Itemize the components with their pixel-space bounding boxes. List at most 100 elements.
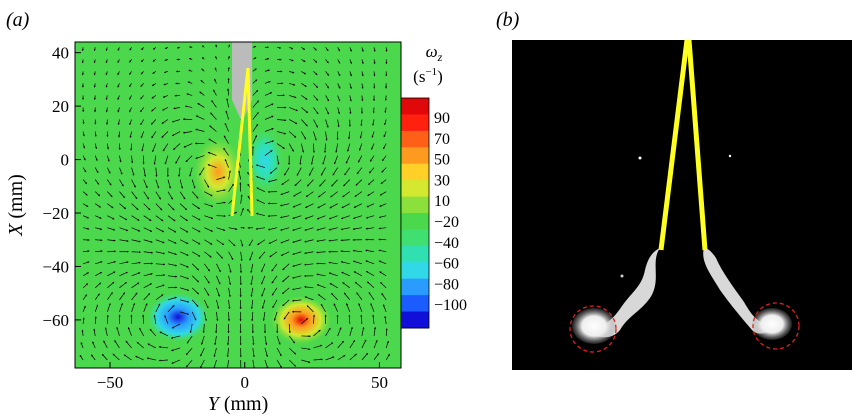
velocity-vector: [204, 251, 212, 258]
velocity-vector: [329, 203, 338, 209]
colorbar-swatch: [401, 245, 429, 263]
velocity-vector: [349, 71, 352, 77]
velocity-vector: [289, 119, 298, 125]
velocity-vector: [83, 227, 90, 230]
velocity-vector: [292, 203, 302, 208]
velocity-vector: [158, 345, 168, 349]
colorbar-title: ωz: [426, 42, 443, 64]
velocity-vector: [348, 131, 351, 140]
velocity-vector: [301, 71, 307, 75]
velocity-vector: [325, 327, 331, 337]
velocity-vector: [252, 45, 257, 48]
colorbar-unit-exp: −1: [425, 66, 437, 78]
velocity-vector: [202, 45, 205, 48]
velocity-vector: [289, 47, 294, 50]
velocity-vector: [201, 335, 205, 345]
velocity-vector: [252, 359, 256, 368]
colorbar-swatch: [401, 196, 429, 214]
velocity-vector: [213, 359, 217, 368]
velocity-vector: [361, 71, 364, 77]
velocity-vector: [252, 79, 258, 84]
velocity-vector: [159, 331, 169, 337]
velocity-vector: [171, 359, 181, 364]
colorbar-ticks: 90 70 50 30 10 −20 −40 −60 −80 −100: [434, 110, 467, 314]
velocity-vector: [289, 95, 297, 99]
velocity-vector: [329, 282, 338, 289]
velocity-vector: [129, 131, 132, 139]
velocity-vector: [214, 67, 217, 72]
velocity-vector: [358, 303, 363, 313]
colorbar-unit-close: ): [437, 67, 443, 86]
velocity-vector: [143, 283, 153, 289]
velocity-vector: [304, 215, 314, 220]
velocity-vector: [341, 203, 350, 209]
velocity-vector: [216, 227, 226, 231]
velocity-vector: [252, 135, 258, 144]
velocity-vector: [337, 340, 344, 349]
velocity-vector: [307, 179, 314, 187]
velocity-vector: [255, 212, 266, 217]
velocity-vector: [105, 107, 108, 113]
velocity-vector: [385, 328, 388, 336]
velocity-vector: [164, 155, 169, 165]
velocity-vector: [248, 239, 254, 247]
velocity-vector: [215, 55, 218, 60]
velocity-vector: [355, 179, 363, 186]
velocity-vector: [228, 239, 236, 247]
velocity-vector: [209, 125, 217, 132]
velocity-vector: [365, 270, 375, 277]
velocity-vector: [216, 189, 226, 192]
velocity-vector: [344, 167, 351, 176]
velocity-vector: [288, 359, 296, 367]
velocity-vector: [105, 71, 108, 76]
velocity-vector: [204, 191, 213, 197]
velocity-vector: [94, 293, 100, 301]
velocity-vector: [331, 179, 338, 187]
velocity-vector: [349, 340, 355, 349]
velocity-vector: [119, 239, 129, 243]
velocity-vector: [204, 239, 213, 245]
velocity-vector: [200, 347, 205, 357]
velocity-vector: [352, 260, 363, 265]
velocity-vector: [107, 292, 113, 301]
velocity-vector: [372, 314, 375, 324]
velocity-vector: [91, 354, 96, 361]
velocity-vector: [152, 59, 157, 62]
velocity-vector: [146, 357, 156, 361]
velocity-vector: [349, 353, 357, 361]
velocity-vector: [163, 83, 169, 86]
velocity-vector: [107, 167, 111, 174]
flow-photo: [512, 39, 852, 370]
velocity-vector: [129, 71, 132, 75]
velocity-vector: [204, 263, 210, 272]
velocity-vector: [191, 275, 199, 283]
velocity-vector: [352, 227, 362, 230]
velocity-vector: [280, 251, 290, 256]
velocity-vector: [264, 359, 269, 368]
velocity-vector: [153, 47, 157, 50]
velocity-vector: [173, 143, 181, 150]
velocity-vector: [304, 296, 314, 301]
velocity-vector: [261, 299, 266, 309]
velocity-vector: [380, 179, 387, 185]
velocity-vector: [162, 143, 169, 152]
velocity-vector: [182, 131, 193, 134]
velocity-vector: [179, 191, 186, 200]
foil-left-line: [230, 67, 250, 217]
velocity-vector: [288, 323, 291, 334]
y-tick-label: 20: [52, 97, 69, 116]
velocity-vector: [277, 119, 287, 122]
velocity-vector: [142, 314, 145, 324]
velocity-vector: [337, 71, 341, 77]
velocity-vector: [349, 95, 352, 102]
velocity-vector: [306, 305, 314, 313]
velocity-vector: [361, 47, 364, 52]
velocity-vector: [372, 119, 375, 126]
velocity-vector: [167, 305, 175, 313]
velocity-vector: [184, 105, 193, 108]
velocity-vector: [192, 239, 201, 245]
velocity-vector: [151, 119, 157, 125]
velocity-vector: [82, 305, 86, 313]
velocity-vector: [179, 287, 190, 291]
velocity-vector: [269, 251, 278, 258]
